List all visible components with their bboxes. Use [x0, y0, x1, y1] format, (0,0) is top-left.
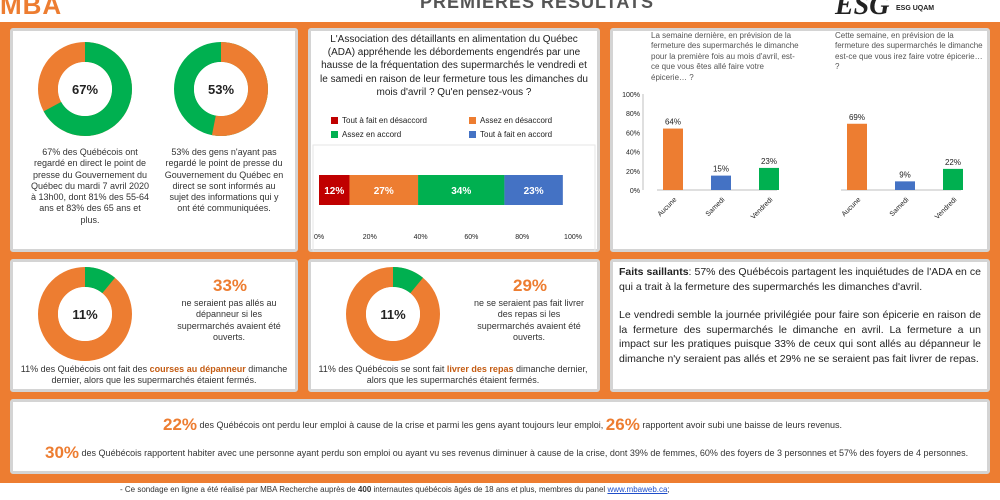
- x-tick-label: 80%: [515, 234, 529, 241]
- bar-value-label: 22%: [945, 158, 961, 167]
- bar-label: 34%: [451, 186, 471, 197]
- big-percent: 33%: [213, 276, 248, 295]
- donut-value-arc: [38, 42, 132, 136]
- legend-swatch: [469, 131, 476, 138]
- panel-link[interactable]: www.mbaweb.ca: [607, 485, 668, 494]
- panel-ada-opinion: L'Association des détaillants en aliment…: [308, 28, 600, 252]
- side-text: ne se seraient pas fait livrer des repas…: [473, 298, 585, 342]
- footer-note: - Ce sondage en ligne a été réalisé par …: [120, 485, 670, 494]
- informed-text: 53% des gens n'ayant pas regardé le poin…: [164, 147, 284, 214]
- x-tick-label: 40%: [414, 234, 428, 241]
- bar-label: 23%: [524, 186, 544, 197]
- legend-swatch: [469, 117, 476, 124]
- y-tick-label: 20%: [626, 169, 640, 176]
- donut-label: 67%: [72, 82, 98, 97]
- x-tick-label: 0%: [314, 234, 324, 241]
- big-percent: 30%: [45, 443, 80, 462]
- legend-item: Tout à fait en désaccord: [331, 116, 427, 125]
- bar-value-label: 23%: [761, 157, 777, 166]
- y-tick-label: 0%: [630, 188, 640, 195]
- bar-value-label: 69%: [849, 113, 865, 122]
- broadcast-text: 67% des Québécois ont regardé en direct …: [30, 147, 150, 225]
- bar: [663, 128, 683, 190]
- bar-label: 12%: [324, 186, 344, 197]
- top-banner: MBA PREMIERES RESULTATS ESG ESG UQAM: [0, 0, 1000, 22]
- highlights-detail: Le vendredi semble la journée privilégié…: [619, 309, 981, 366]
- bar-segment: [418, 175, 505, 205]
- bar-segment: [319, 175, 350, 205]
- question-last-week: La semaine dernière, en prévision de la …: [651, 31, 799, 82]
- bar: [895, 181, 915, 190]
- donut-chart-11b: 11%: [346, 267, 440, 361]
- grocery-day-bar-chart: 0% 20% 40% 60% 80% 100% 64% Aucune 15% Samedi 23% V…: [622, 92, 963, 221]
- bar: [847, 123, 867, 190]
- esg-logo: ESG: [835, 0, 890, 21]
- panel-broadcast: 67% 53% 67% des Québécois ont regardé en…: [10, 28, 298, 252]
- bar-segment: [504, 175, 563, 205]
- big-percent: 26%: [605, 415, 640, 434]
- bar: [943, 168, 963, 190]
- esg-logo-sub: ESG UQAM: [896, 5, 935, 12]
- x-tick-label: 20%: [363, 234, 377, 241]
- stacked-bar-chart: 12% 27% 34% 23% 0% 20% 40% 60% 80% 100%: [312, 144, 596, 252]
- y-tick-label: 100%: [622, 92, 640, 99]
- donut-value-arc: [38, 267, 132, 361]
- y-tick-label: 40%: [626, 150, 640, 157]
- legend-swatch: [331, 117, 338, 124]
- donut-chart-67: 67%: [38, 42, 132, 136]
- donut-label: 11%: [72, 307, 98, 322]
- y-tick-label: 80%: [626, 111, 640, 118]
- legend-item: Assez en désaccord: [469, 116, 552, 125]
- x-tick-label: 100%: [564, 234, 582, 241]
- bar: [711, 175, 731, 190]
- bar-label: 27%: [374, 186, 394, 197]
- highlights-summary: Faits saillants: 57% des Québécois parta…: [619, 266, 981, 293]
- side-text: ne seraient pas allés au dépanneur si le…: [177, 298, 281, 342]
- legend-item: Assez en accord: [331, 130, 401, 139]
- page-title: PREMIERES RESULTATS: [420, 0, 655, 12]
- donut-label: 11%: [380, 307, 406, 322]
- employment-line-1: 22% des Québécois ont perdu leur emploi …: [163, 415, 842, 434]
- donut-label: 53%: [208, 82, 234, 97]
- category-label: Aucune: [657, 196, 679, 218]
- donut-value-arc: [174, 42, 268, 136]
- panel-depanneur: 11% 33% ne seraient pas allés au dépanne…: [10, 259, 298, 392]
- bar-segment: [349, 175, 419, 205]
- category-label: Aucune: [841, 196, 863, 218]
- panel-delivery: 11% 29% ne se seraient pas fait livrer d…: [308, 259, 600, 392]
- chart-frame: [312, 144, 596, 252]
- employment-line-2: 30% des Québécois rapportent habiter ave…: [45, 443, 969, 462]
- category-label: Samedi: [889, 196, 911, 218]
- category-label: Vendredi: [750, 196, 775, 221]
- x-tick-label: 60%: [464, 234, 478, 241]
- question-this-week: Cette semaine, en prévision de la fermet…: [835, 31, 983, 72]
- bar-value-label: 9%: [899, 170, 911, 179]
- y-tick-label: 60%: [626, 130, 640, 137]
- footer: - Ce sondage en ligne a été réalisé par …: [0, 483, 1000, 500]
- bar-value-label: 64%: [665, 118, 681, 127]
- panel-grocery-day: La semaine dernière, en prévision de la …: [610, 28, 990, 252]
- donut-value-arc: [346, 267, 440, 361]
- delivery-text: 11% des Québécois se sont fait livrer de…: [318, 364, 588, 386]
- question-text: L'Association des détaillants en aliment…: [320, 34, 588, 98]
- panel-employment: 22% des Québécois ont perdu leur emploi …: [10, 399, 990, 474]
- panel-highlights: Faits saillants: 57% des Québécois parta…: [610, 259, 990, 392]
- bar: [759, 167, 779, 190]
- legend-swatch: [331, 131, 338, 138]
- category-label: Samedi: [705, 196, 727, 218]
- depanneur-text: 11% des Québécois ont fait des courses a…: [20, 364, 288, 386]
- category-label: Vendredi: [934, 196, 959, 221]
- bar-value-label: 15%: [713, 165, 729, 174]
- big-percent: 29%: [513, 276, 548, 295]
- big-percent: 22%: [163, 415, 198, 434]
- donut-chart-11: 11%: [38, 267, 132, 361]
- mba-logo: MBA: [0, 0, 63, 20]
- donut-chart-53: 53%: [174, 42, 268, 136]
- legend-item: Tout à fait en accord: [469, 130, 552, 139]
